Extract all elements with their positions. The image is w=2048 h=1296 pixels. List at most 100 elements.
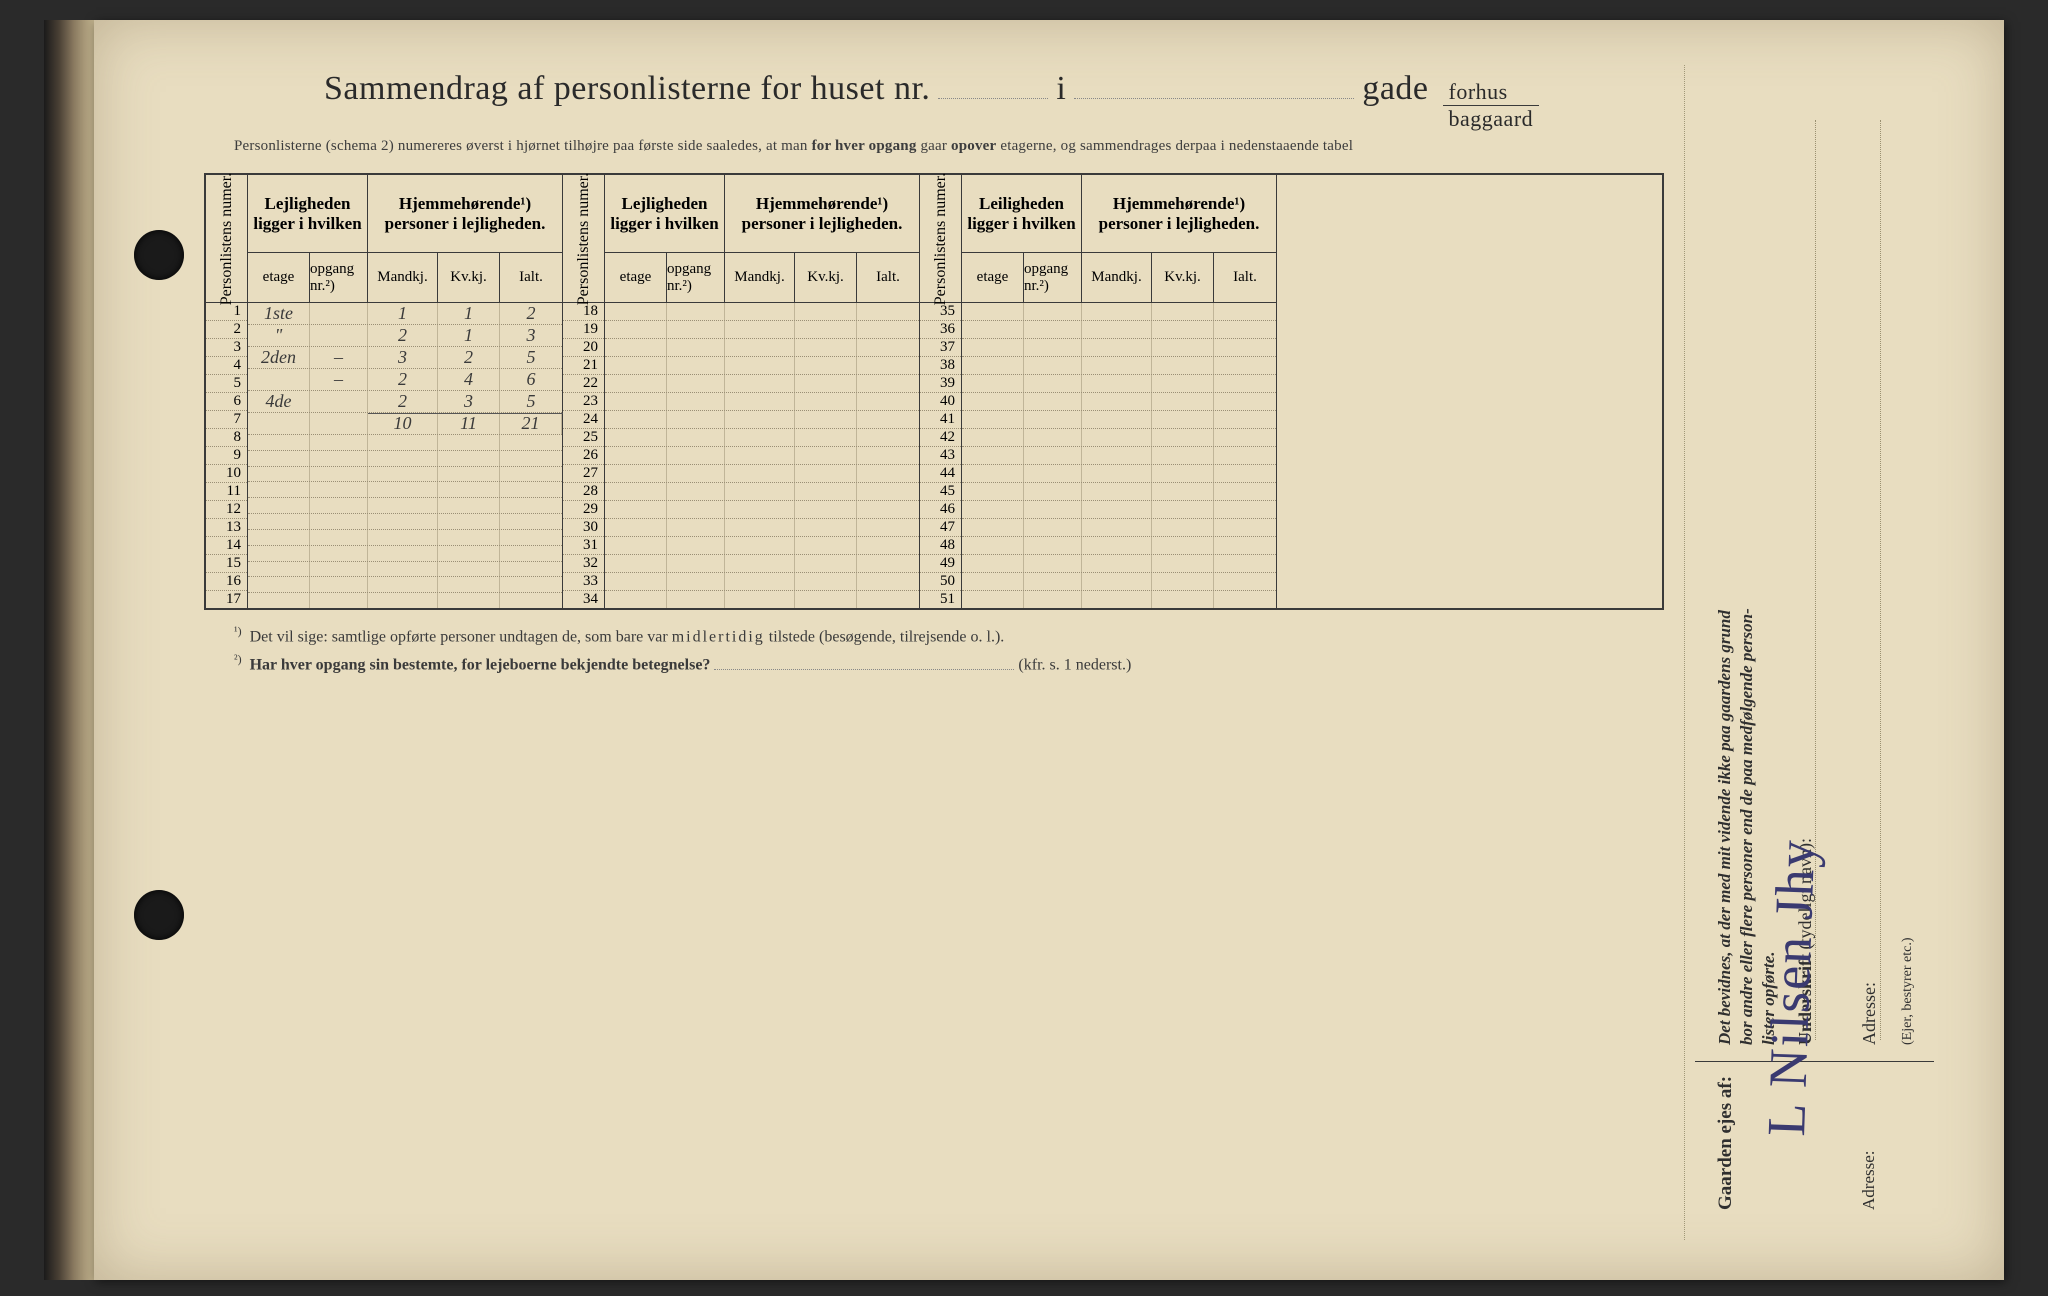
table-row xyxy=(605,411,919,429)
table-row xyxy=(962,591,1276,608)
table-row xyxy=(962,321,1276,339)
row-number: 5 xyxy=(206,375,247,393)
table-row xyxy=(605,501,919,519)
row-number: 41 xyxy=(920,411,961,429)
table-block: Lejligheden ligger i hvilken Hjemmehøren… xyxy=(248,175,563,608)
table-row xyxy=(605,321,919,339)
table-row xyxy=(248,514,562,530)
row-number: 24 xyxy=(563,411,604,429)
footnote-1: ¹) Det vil sige: samtlige opførte person… xyxy=(234,624,1664,646)
row-number: 48 xyxy=(920,537,961,555)
table-row xyxy=(248,482,562,498)
table-row xyxy=(962,555,1276,573)
footnotes: ¹) Det vil sige: samtlige opførte person… xyxy=(204,624,1664,681)
book-binding xyxy=(44,20,94,1280)
form-subtitle: Personlisterne (schema 2) numereres øver… xyxy=(204,138,1664,155)
row-number: 11 xyxy=(206,483,247,501)
table-row xyxy=(605,519,919,537)
row-number: 32 xyxy=(563,555,604,573)
table-row xyxy=(248,577,562,593)
row-number: 18 xyxy=(563,303,604,321)
table-row xyxy=(605,429,919,447)
attestation-text: bor andre eller flere personer end de pa… xyxy=(1737,608,1757,1045)
address-label: Adresse: xyxy=(1859,982,1880,1045)
handwritten-signature: L Nilsen Jhy xyxy=(1755,837,1827,1137)
row-number: 3 xyxy=(206,339,247,357)
table-row xyxy=(962,411,1276,429)
row-number: 6 xyxy=(206,393,247,411)
table-row xyxy=(605,465,919,483)
table-row xyxy=(605,393,919,411)
row-number: 51 xyxy=(920,591,961,608)
table-row xyxy=(605,339,919,357)
row-number: 49 xyxy=(920,555,961,573)
table-row xyxy=(962,339,1276,357)
table-row xyxy=(605,555,919,573)
table-row xyxy=(248,435,562,451)
row-number: 20 xyxy=(563,339,604,357)
row-number: 26 xyxy=(563,447,604,465)
blank-house-nr xyxy=(938,65,1048,99)
table-row xyxy=(962,375,1276,393)
table-row xyxy=(248,530,562,546)
table-row xyxy=(605,357,919,375)
row-number: 17 xyxy=(206,591,247,608)
table-row: 1ste 1 1 2 xyxy=(248,303,562,325)
row-number: 28 xyxy=(563,483,604,501)
fraction-bot: baggaard xyxy=(1443,106,1540,130)
summary-table: Personlistens numer.12345678910111213141… xyxy=(204,173,1664,610)
table-row xyxy=(605,303,919,321)
forhus-baggaard-fraction: forhus baggaard xyxy=(1443,81,1540,130)
attestation-panel: Det bevidnes, at der med mit vidende ikk… xyxy=(1684,65,1944,1240)
row-number: 34 xyxy=(563,591,604,608)
row-number: 38 xyxy=(920,357,961,375)
title-text: i xyxy=(1056,70,1066,108)
role-label: (Ejer, bestyrer etc.) xyxy=(1900,938,1916,1046)
row-number: 42 xyxy=(920,429,961,447)
blank-answer xyxy=(714,669,1014,670)
row-number: 46 xyxy=(920,501,961,519)
table-row xyxy=(962,465,1276,483)
row-number: 35 xyxy=(920,303,961,321)
table-row xyxy=(605,483,919,501)
table-row xyxy=(248,546,562,562)
row-number: 9 xyxy=(206,447,247,465)
table-row xyxy=(605,591,919,608)
blank-street xyxy=(1074,65,1354,99)
table-row xyxy=(962,483,1276,501)
row-number: 14 xyxy=(206,537,247,555)
owner-label: Gaarden ejes af: xyxy=(1715,1076,1737,1210)
fraction-top: forhus xyxy=(1443,81,1540,106)
table-row xyxy=(962,393,1276,411)
row-number: 29 xyxy=(563,501,604,519)
address-label-2: Adresse: xyxy=(1859,1151,1879,1210)
attestation-text: Det bevidnes, at der med mit vidende ikk… xyxy=(1715,610,1735,1045)
table-row xyxy=(605,375,919,393)
table-row xyxy=(962,303,1276,321)
row-number: 7 xyxy=(206,411,247,429)
table-block: Lejligheden ligger i hvilken Hjemmehøren… xyxy=(605,175,920,608)
table-row xyxy=(962,357,1276,375)
table-row xyxy=(248,562,562,578)
table-row xyxy=(605,447,919,465)
row-number: 44 xyxy=(920,465,961,483)
row-number: 23 xyxy=(563,393,604,411)
row-number: 16 xyxy=(206,573,247,591)
row-number: 12 xyxy=(206,501,247,519)
personlist-number-column: Personlistens numer.12345678910111213141… xyxy=(206,175,248,608)
table-row: 10 11 21 xyxy=(248,413,562,435)
row-number: 15 xyxy=(206,555,247,573)
table-row xyxy=(962,573,1276,591)
row-number: 30 xyxy=(563,519,604,537)
punch-hole xyxy=(134,890,184,940)
row-number: 31 xyxy=(563,537,604,555)
table-row: – 2 4 6 xyxy=(248,369,562,391)
row-number: 21 xyxy=(563,357,604,375)
table-row: 4de 2 3 5 xyxy=(248,391,562,413)
dotted-rule xyxy=(1880,120,1881,1040)
row-number: 2 xyxy=(206,321,247,339)
table-row xyxy=(962,537,1276,555)
table-row xyxy=(962,447,1276,465)
row-number: 36 xyxy=(920,321,961,339)
punch-hole xyxy=(134,230,184,280)
